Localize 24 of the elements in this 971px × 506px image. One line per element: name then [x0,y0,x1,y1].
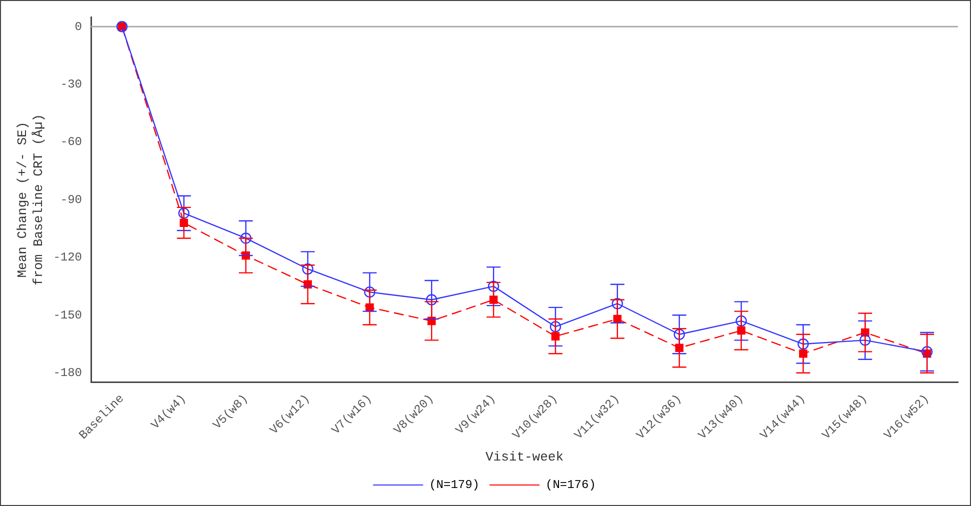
point [302,263,314,275]
y-tick-label: 0 [74,20,82,34]
y-tick-label: -90 [60,192,82,207]
point [612,298,623,310]
point [488,280,500,292]
x-axis-title: Visit-week [485,450,564,465]
point [240,232,252,244]
y-tick-label: -30 [60,77,82,92]
y-tick-label: -150 [53,308,82,322]
y-tick-label: -120 [53,250,82,265]
y-axis-title: Mean Change (+/- SE) from Baseline CRT (Åµ) [15,114,46,286]
point [798,338,809,350]
point [674,328,685,340]
point [921,346,933,358]
legend-label: (N=179) [429,478,480,492]
legend-label: (N=176) [546,478,596,492]
point [860,334,871,346]
point [426,294,438,306]
point [364,286,376,298]
point [178,208,190,219]
y-tick-label: -180 [53,366,82,380]
y-tick-label: -60 [60,135,82,150]
point [736,315,747,327]
point [550,321,562,332]
